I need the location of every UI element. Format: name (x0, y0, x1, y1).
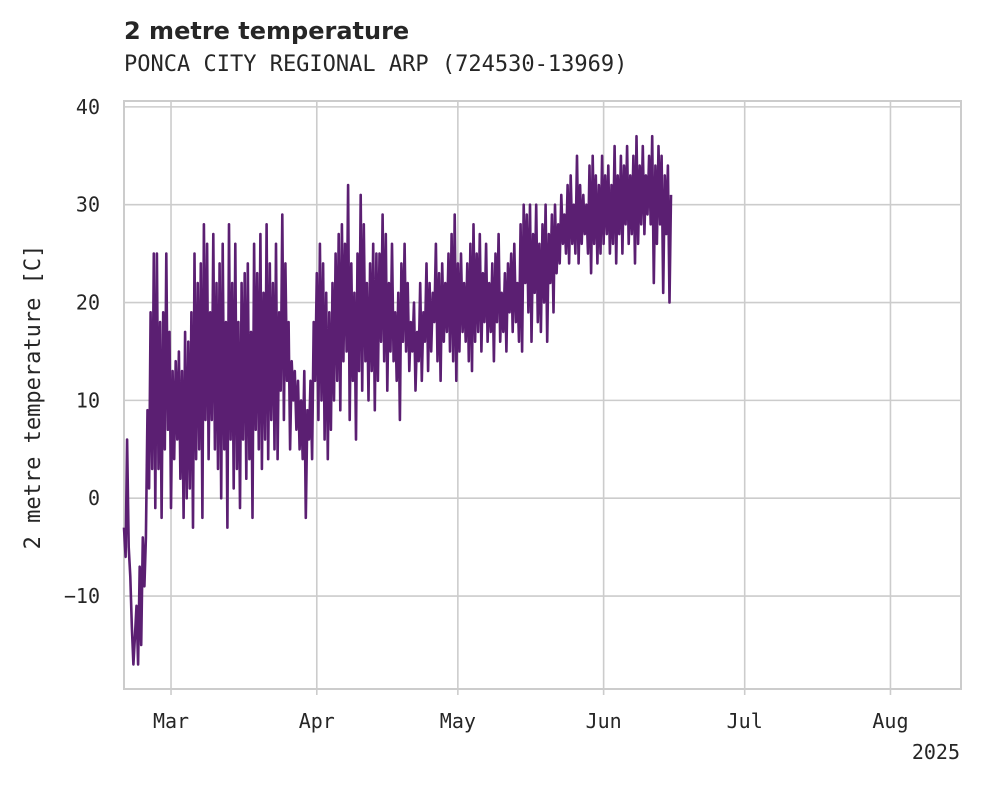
y-tick-label: 30 (76, 193, 100, 217)
plot-frame (123, 100, 962, 690)
chart-subtitle: PONCA CITY REGIONAL ARP (724530-13969) (124, 52, 628, 77)
x-axis-ticks: Mar Apr May Jun Jul Aug (153, 689, 909, 733)
y-tick-label: 40 (76, 95, 100, 119)
y-tick-label: 0 (88, 486, 100, 510)
y-axis-ticks: −10 0 10 20 30 40 (64, 95, 100, 608)
chart-title: 2 metre temperature (124, 17, 410, 45)
x-tick-label: Aug (872, 709, 908, 733)
x-tick-label: Jun (586, 709, 622, 733)
x-tick-label: Jul (727, 709, 763, 733)
y-tick-label: 10 (76, 388, 100, 412)
y-tick-label: 20 (76, 291, 100, 315)
x-tick-label: Apr (299, 709, 335, 733)
y-tick-label: −10 (64, 584, 100, 608)
y-axis-label: 2 metre temperature [C] (21, 245, 46, 550)
x-tick-label: May (440, 709, 476, 733)
series-group (122, 134, 673, 666)
x-tick-label: Mar (153, 709, 189, 733)
temperature-series-line (122, 134, 673, 666)
x-axis-year-label: 2025 (912, 740, 960, 764)
